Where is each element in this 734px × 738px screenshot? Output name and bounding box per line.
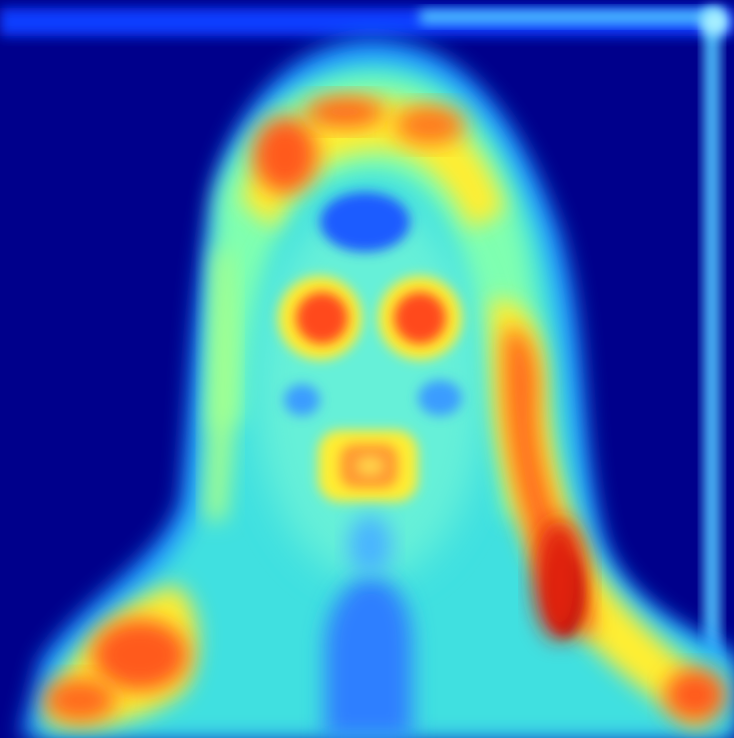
hotspot-arch-top bbox=[305, 96, 385, 128]
left-hair-stripe bbox=[205, 250, 236, 520]
left-cheek-cold-spot bbox=[284, 384, 320, 416]
right-shoulder-hotspot bbox=[665, 669, 725, 721]
neck-cold-spot bbox=[348, 515, 392, 575]
top-right-edge-line bbox=[420, 10, 720, 24]
mouth-center bbox=[356, 456, 384, 476]
forehead-cold-spot bbox=[320, 192, 410, 252]
corner-glow bbox=[701, 8, 729, 36]
right-hair-core-halo bbox=[534, 520, 586, 640]
left-shoulder-hotspot bbox=[92, 619, 188, 691]
hotspot-arch-left bbox=[253, 117, 317, 193]
right-edge-line bbox=[704, 10, 720, 700]
right-cheek-cold-spot bbox=[418, 380, 462, 416]
left-shoulder-hotspot-lower bbox=[44, 678, 116, 722]
hotspot-arch-right bbox=[395, 105, 465, 145]
left-eye-hotspot bbox=[296, 292, 348, 344]
right-eye-hotspot bbox=[394, 292, 446, 344]
neck-cold-region bbox=[325, 575, 412, 738]
